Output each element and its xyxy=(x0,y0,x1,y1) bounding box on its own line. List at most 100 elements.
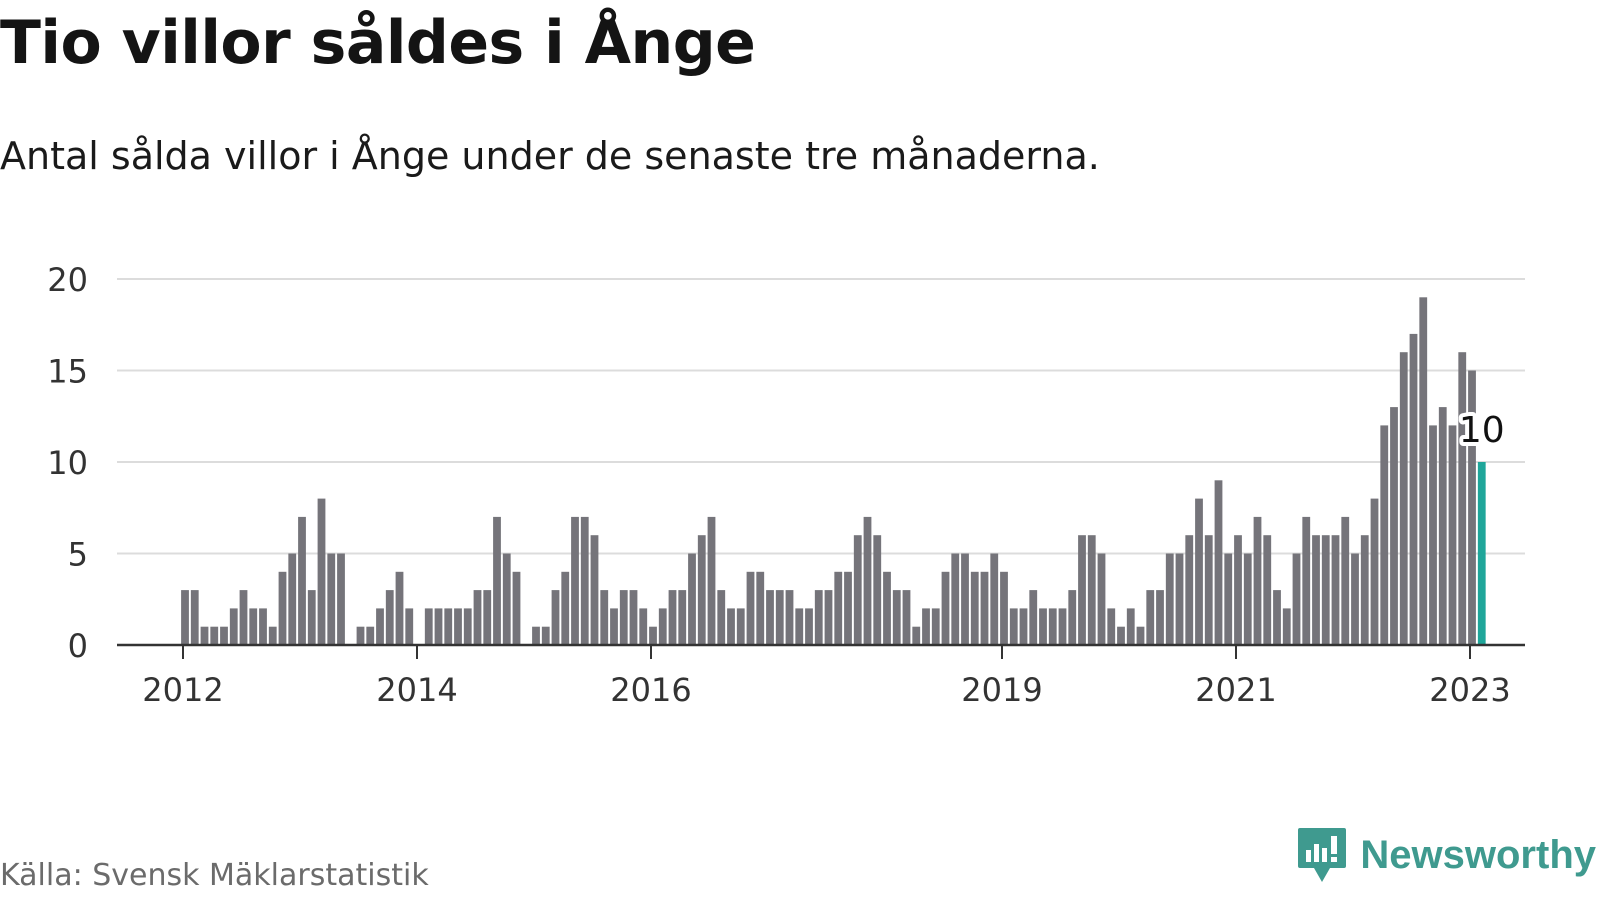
bar xyxy=(814,590,823,645)
bar xyxy=(1068,590,1077,645)
bar xyxy=(610,608,618,645)
bar xyxy=(1029,590,1038,645)
bar xyxy=(541,626,550,645)
y-tick-label: 20 xyxy=(47,261,88,299)
x-tick-label: 2019 xyxy=(961,671,1042,709)
bar xyxy=(1058,608,1067,645)
bar xyxy=(1282,608,1291,645)
bar xyxy=(1000,571,1008,645)
bar xyxy=(853,535,862,645)
bar xyxy=(1321,535,1330,645)
bar xyxy=(1292,553,1301,645)
bar xyxy=(1107,608,1116,645)
bar xyxy=(1302,516,1311,645)
bar xyxy=(424,608,433,645)
highlight-value-label: 10 xyxy=(1459,410,1505,451)
bar xyxy=(229,608,238,645)
bar xyxy=(288,553,297,645)
bar xyxy=(473,590,482,645)
bar xyxy=(1399,352,1408,645)
bar xyxy=(366,626,375,645)
bar xyxy=(571,516,579,645)
newsworthy-logo-icon xyxy=(1298,828,1347,882)
bar xyxy=(746,571,755,645)
bar xyxy=(200,626,209,645)
bar xyxy=(1273,590,1281,645)
bar xyxy=(532,626,540,645)
bar xyxy=(736,608,745,645)
bar xyxy=(239,590,248,645)
bar xyxy=(1087,535,1096,645)
bar xyxy=(1448,425,1457,645)
bar xyxy=(688,553,696,645)
bar xyxy=(970,571,979,645)
bar xyxy=(649,626,657,645)
bar xyxy=(1312,535,1320,645)
bar xyxy=(756,571,765,645)
bar xyxy=(512,571,521,645)
highlight-annotation: 10 xyxy=(1455,406,1509,455)
bar xyxy=(249,608,258,645)
y-tick-label: 5 xyxy=(68,536,88,574)
bar xyxy=(1117,626,1125,645)
y-tick-label: 10 xyxy=(47,444,88,482)
bar xyxy=(629,590,638,645)
bar xyxy=(1009,608,1018,645)
bar xyxy=(181,590,189,645)
bar xyxy=(707,516,716,645)
bar xyxy=(1341,516,1350,645)
chart-title: Tio villor såldes i Ånge xyxy=(0,8,756,78)
bar xyxy=(1126,608,1135,645)
brand-logo: Newsworthy xyxy=(1296,826,1596,884)
bar xyxy=(590,535,599,645)
bar xyxy=(1224,553,1233,645)
bar xyxy=(1360,535,1369,645)
bar xyxy=(1185,535,1194,645)
bar xyxy=(298,516,306,645)
bar xyxy=(805,608,813,645)
bar xyxy=(356,626,365,645)
bar xyxy=(980,571,989,645)
x-tick-label: 2023 xyxy=(1429,671,1510,709)
bar xyxy=(483,590,492,645)
bar xyxy=(1195,498,1203,645)
x-tick-label: 2014 xyxy=(376,671,457,709)
x-axis-ticks: 2012 2014 2016 2019 2021 2023 xyxy=(142,645,1511,709)
bar xyxy=(1019,608,1028,645)
bar xyxy=(220,626,228,645)
bar xyxy=(931,608,940,645)
bar xyxy=(434,608,443,645)
bar xyxy=(678,590,687,645)
bar xyxy=(190,590,199,645)
bar xyxy=(717,590,726,645)
bar xyxy=(922,608,930,645)
bar xyxy=(317,498,326,645)
bar xyxy=(941,571,950,645)
y-tick-label: 15 xyxy=(47,353,88,391)
bar xyxy=(278,571,287,645)
bar xyxy=(639,608,648,645)
bar xyxy=(385,590,394,645)
y-tick-label: 0 xyxy=(68,627,88,665)
bar xyxy=(863,516,872,645)
bar xyxy=(697,535,706,645)
bar xyxy=(454,608,462,645)
bar xyxy=(824,590,833,645)
bar xyxy=(1048,608,1057,645)
bar xyxy=(600,590,609,645)
grid-lines xyxy=(117,278,1525,555)
bar xyxy=(405,608,414,645)
x-tick-label: 2016 xyxy=(610,671,691,709)
bar xyxy=(1097,553,1106,645)
y-axis-ticks: 0 5 10 15 20 xyxy=(47,261,88,665)
bar xyxy=(1468,370,1476,645)
bar xyxy=(1243,553,1252,645)
bar xyxy=(1165,553,1174,645)
bar xyxy=(892,590,901,645)
bar xyxy=(337,553,345,645)
bar xyxy=(727,608,735,645)
bar xyxy=(795,608,804,645)
bar xyxy=(463,608,472,645)
bar xyxy=(1253,516,1262,645)
brand-name: Newsworthy xyxy=(1360,832,1596,877)
